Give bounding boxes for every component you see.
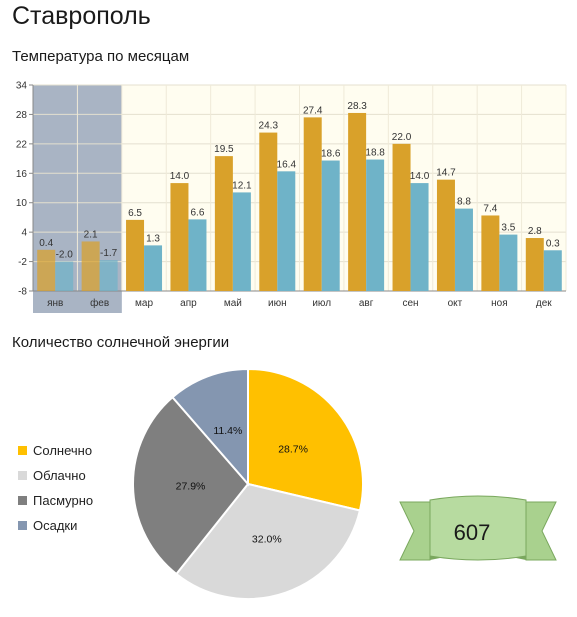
data-label-high-июл: 27.4 [303,105,323,116]
bar-low-июн [277,171,296,291]
data-label-low-авг: 18.8 [365,148,385,159]
data-label-low-фев: -1.7 [100,248,118,259]
pie-label-0: 28.7% [278,443,308,455]
x-tick-label-сен: сен [402,298,418,309]
y-tick-label: 10 [16,198,28,209]
y-tick-label: 34 [16,81,28,92]
data-label-high-май: 19.5 [214,144,234,155]
bar-high-авг [348,112,367,291]
x-tick-label-фев: фев [90,297,109,309]
ribbon-right-tail [525,501,557,561]
pie-legend: Солнечно Облачно Пасмурно Осадки [18,438,93,538]
x-tick-label-окт: окт [448,298,463,309]
data-label-high-дек: 2.8 [528,226,542,237]
y-tick-label: 4 [21,228,27,239]
bar-high-ноя [481,215,500,291]
data-label-high-мар: 6.5 [128,208,142,219]
legend-item-cloudy: Облачно [18,463,93,488]
x-tick-label-янв: янв [47,298,63,309]
x-tick-label-апр: апр [180,298,197,309]
pie-slice-3 [171,367,249,487]
bar-high-июл [303,117,322,291]
bar-low-авг [366,159,385,291]
y-tick-label: 28 [16,110,28,121]
pie-label-3: 11.4% [213,425,242,437]
data-label-high-авг: 28.3 [347,101,367,112]
bar-low-дек [543,250,562,291]
bar-high-янв [37,249,56,291]
x-tick-label-июл: июл [312,298,331,309]
x-tick-label-июн: июн [268,298,287,309]
bar-high-окт [436,179,455,291]
ribbon-badge [399,495,557,561]
data-label-low-июл: 18.6 [321,149,341,160]
legend-item-precip: Осадки [18,513,93,538]
legend-item-overcast: Пасмурно [18,488,93,513]
x-tick-label-авг: авг [359,298,374,309]
bar-high-май [214,156,233,291]
bar-low-апр [188,219,207,291]
bar-low-ноя [499,234,518,291]
page-title: Ставрополь [12,2,151,30]
legend-swatch-cloudy [18,471,27,480]
legend-label-cloudy: Облачно [33,468,86,483]
bar-high-фев [81,241,100,291]
data-label-high-июн: 24.3 [259,121,279,132]
data-label-low-май: 12.1 [232,180,252,191]
sun-pie-chart: 28.7% 32.0% 27.9% 11.4% [132,367,364,600]
bar-low-мар [144,245,163,291]
bar-high-сен [392,143,411,291]
x-tick-label-май: май [224,298,242,309]
ribbon-body [429,495,527,561]
legend-item-sunny: Солнечно [18,438,93,463]
bar-high-апр [170,183,189,291]
data-label-high-апр: 14.0 [170,171,190,182]
bar-low-сен [410,183,429,291]
data-label-low-апр: 6.6 [191,207,205,218]
legend-label-sunny: Солнечно [33,443,93,458]
x-tick-label-дек: дек [536,298,552,309]
pie-label-2: 27.9% [176,480,206,492]
data-label-low-окт: 8.8 [457,197,471,208]
bar-low-июл [321,160,340,291]
data-label-low-дек: 0.3 [546,238,560,249]
bar-high-мар [126,219,145,291]
legend-label-overcast: Пасмурно [33,493,94,508]
legend-swatch-precip [18,521,27,530]
y-tick-label: -8 [18,287,27,298]
legend-label-precip: Осадки [33,518,78,533]
pie-slice-1 [174,482,362,600]
legend-swatch-sunny [18,446,27,455]
pie-slice-0 [247,367,364,512]
bar-high-июн [259,132,278,291]
pie-label-1: 32.0% [252,533,282,545]
y-tick-label: 22 [16,139,28,150]
temperature-bar-chart: 34 28 22 16 10 4 -2 -8 0.4-2.0 янв 2.1-1.7 фев 6.5 1.… [16,81,567,313]
ribbon-left-tail [399,501,431,561]
legend-swatch-overcast [18,496,27,505]
pie-slice-2 [132,395,250,576]
bar-low-янв [55,261,74,291]
y-tick-label: 16 [16,169,28,180]
y-tick-label: -2 [18,257,27,268]
sun-chart-title: Количество солнечной энергии [12,334,230,351]
data-label-low-июн: 16.4 [277,159,297,170]
data-label-low-ноя: 3.5 [501,223,515,234]
x-tick-label-ноя: ноя [491,298,508,309]
bar-high-дек [525,238,544,291]
temperature-chart-title: Температура по месяцам [12,48,190,65]
data-label-high-окт: 14.7 [436,168,456,179]
bar-low-окт [454,208,473,291]
data-label-high-фев: 2.1 [84,229,98,240]
bar-low-фев [99,260,118,291]
badge-value: 607 [453,520,491,545]
x-tick-label-мар: мар [135,298,153,309]
data-label-high-янв: 0.4 [39,238,53,249]
data-label-high-сен: 22.0 [392,132,412,143]
data-label-high-ноя: 7.4 [483,203,497,214]
data-label-low-сен: 14.0 [410,171,430,182]
data-label-low-янв: -2.0 [56,250,74,261]
data-label-low-мар: 1.3 [146,233,160,244]
bar-low-май [232,192,251,291]
